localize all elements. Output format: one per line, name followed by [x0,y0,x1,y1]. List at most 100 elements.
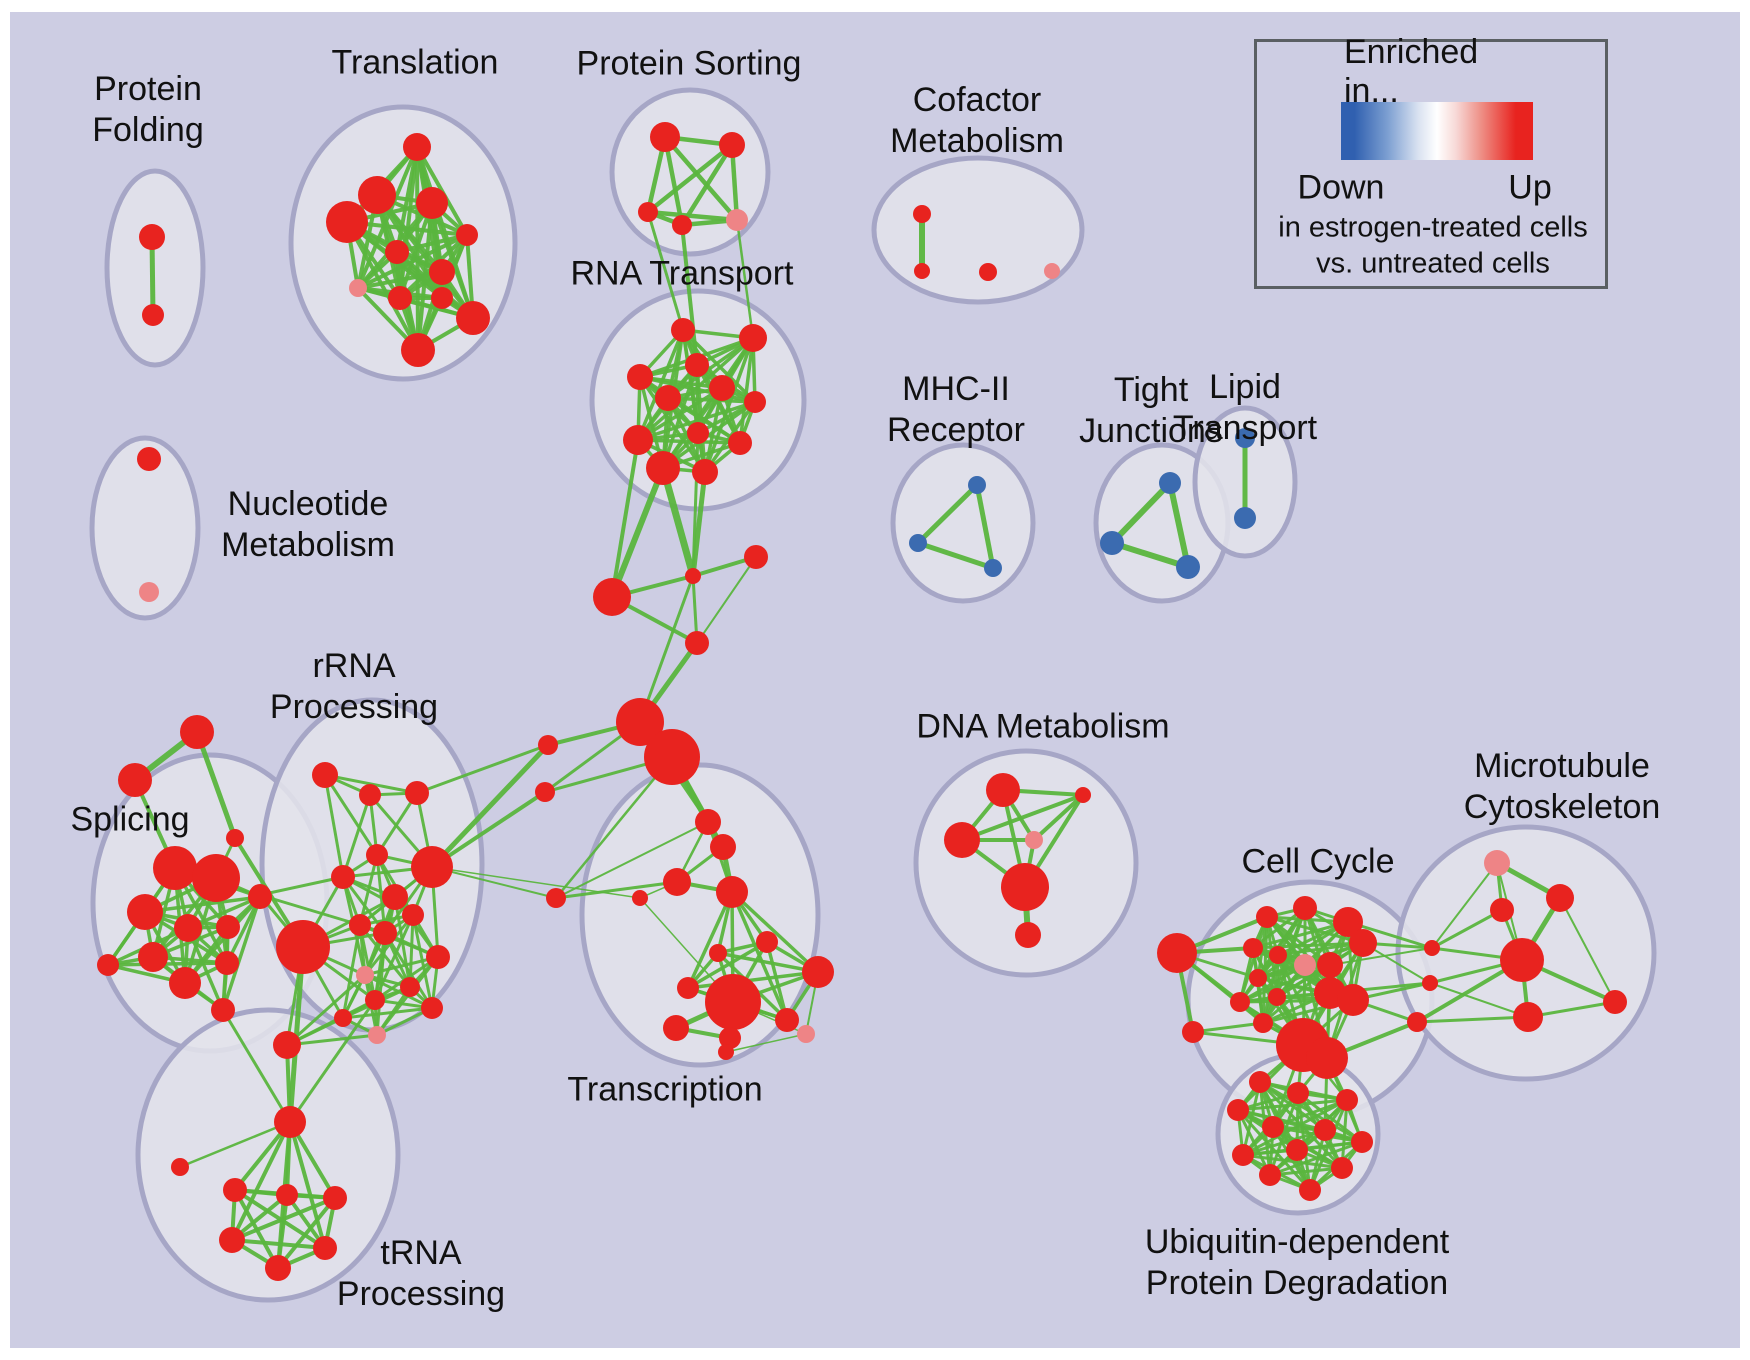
gene-set-node [685,353,709,377]
gene-set-node [142,304,164,326]
gene-set-node [1249,1071,1271,1093]
gene-set-node [1253,1013,1273,1033]
gene-set-node [1546,884,1574,912]
gene-set-node [718,1044,734,1060]
gene-set-node [138,942,168,972]
gene-set-node [1176,555,1200,579]
gene-set-node [192,854,240,902]
gene-set-node [1100,531,1124,555]
legend-title: Enriched in... [1344,33,1479,110]
gene-set-node [726,209,748,231]
cluster-label-protein-folding: Protein Folding [92,70,204,149]
gene-set-node [1317,952,1343,978]
gene-set-node [744,391,766,413]
gene-set-node [331,865,355,889]
gene-set-node [775,1008,799,1032]
gene-set-node [986,773,1020,807]
gene-set-node [802,956,834,988]
gene-set-node [323,1186,347,1210]
legend-gradient-bar [1341,102,1533,160]
gene-set-node [359,784,381,806]
gene-set-node [1182,1021,1204,1043]
gene-set-node [313,1236,337,1260]
gene-set-node [677,977,699,999]
gene-set-node [719,1027,741,1049]
gene-set-node [1333,907,1363,937]
gene-set-node [1349,929,1377,957]
gene-set-node [273,1031,301,1059]
gene-set-node [139,224,165,250]
gene-set-node [709,944,727,962]
gene-set-node [1001,863,1049,911]
gene-set-node [219,1227,245,1253]
gene-set-node [400,977,420,997]
gene-set-node [1422,975,1438,991]
gene-set-node [249,884,271,906]
cluster-label-microtubule-cytoskeleton: Microtubule Cytoskeleton [1463,747,1661,826]
gene-set-node [655,385,681,411]
cluster-label-rrna-processing: rRNA Processing [269,647,439,726]
gene-set-node [627,364,653,390]
gene-set-node [97,954,119,976]
gene-set-node [646,451,680,485]
gene-set-node [638,202,658,222]
cluster-label-mhc-ii-receptor: MHC-II Receptor [887,370,1025,449]
gene-set-node [1235,428,1255,448]
gene-set-node [211,998,235,1022]
gene-set-node [1044,263,1060,279]
gene-set-node [411,846,453,888]
hull-protein-folding [104,168,206,368]
gene-set-node [1306,1037,1348,1079]
gene-set-node [1249,969,1267,987]
gene-set-node [1259,1164,1281,1186]
gene-set-node [358,176,396,214]
cluster-label-nucleotide-metabolism: Nucleotide Metabolism [221,485,395,564]
gene-set-node [334,1009,352,1027]
gene-set-node [382,884,408,910]
cluster-label-translation: Translation [331,43,499,82]
gene-set-node [216,915,240,939]
gene-set-node [685,568,701,584]
gene-set-node [169,967,201,999]
gene-set-node [1351,1131,1373,1153]
gene-set-node [326,201,368,243]
gene-set-node [756,931,778,953]
gene-set-node [405,781,429,805]
gene-set-node [276,920,330,974]
gene-set-node [365,990,385,1010]
legend-subtitle-line1: in estrogen-treated cells [1278,211,1588,244]
gene-set-node [1424,940,1440,956]
hull-dna-metabolism [913,748,1139,978]
gene-set-node [180,715,214,749]
legend-box: Enriched in... Down Up in estrogen-treat… [1254,33,1608,289]
gene-set-node [663,1015,689,1041]
cluster-label-cell-cycle: Cell Cycle [1241,842,1395,881]
hull-transcription [579,762,821,1068]
gene-set-node [1314,1119,1336,1141]
cluster-label-splicing: Splicing [70,800,190,839]
cluster-label-protein-sorting: Protein Sorting [576,44,802,83]
gene-set-node [632,890,648,906]
gene-set-node [215,951,239,975]
gene-set-node [1269,946,1287,964]
gene-set-node [456,301,490,335]
gene-set-node [546,888,566,908]
gene-set-node [388,286,412,310]
gene-set-node [672,215,692,235]
gene-set-node [914,263,930,279]
gene-set-node [1159,472,1181,494]
gene-set-node [401,333,435,367]
gene-set-node [535,782,555,802]
gene-set-node [1234,507,1256,529]
gene-set-node [1227,1099,1249,1121]
gene-set-node [944,822,980,858]
gene-set-node [1294,954,1316,976]
gene-set-node [739,324,767,352]
gene-set-node [429,259,455,285]
gene-set-node [403,133,431,161]
gene-set-node [456,224,478,246]
gene-set-node [416,187,448,219]
gene-set-node [644,729,700,785]
